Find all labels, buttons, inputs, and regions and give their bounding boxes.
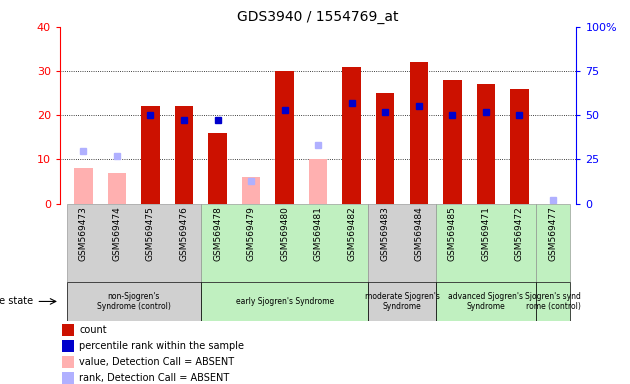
Bar xyxy=(175,106,193,204)
Text: GSM569483: GSM569483 xyxy=(381,206,390,261)
Text: early Sjogren's Syndrome: early Sjogren's Syndrome xyxy=(236,297,334,306)
Bar xyxy=(201,204,369,282)
Bar xyxy=(62,340,74,352)
Text: non-Sjogren's
Syndrome (control): non-Sjogren's Syndrome (control) xyxy=(97,292,171,311)
Bar xyxy=(108,173,126,204)
Text: value, Detection Call = ABSENT: value, Detection Call = ABSENT xyxy=(79,357,234,367)
Bar xyxy=(275,71,294,204)
Bar xyxy=(369,204,435,282)
Text: GSM569473: GSM569473 xyxy=(79,206,88,261)
Text: GSM569481: GSM569481 xyxy=(314,206,323,261)
Bar xyxy=(309,159,328,204)
Bar xyxy=(510,89,529,204)
Text: GSM569484: GSM569484 xyxy=(415,206,423,261)
Bar xyxy=(410,62,428,204)
Text: rank, Detection Call = ABSENT: rank, Detection Call = ABSENT xyxy=(79,373,230,383)
Text: count: count xyxy=(79,325,107,335)
Bar xyxy=(242,177,260,204)
Text: GSM569480: GSM569480 xyxy=(280,206,289,261)
Bar xyxy=(343,67,361,204)
Text: GSM569471: GSM569471 xyxy=(481,206,490,261)
Title: GDS3940 / 1554769_at: GDS3940 / 1554769_at xyxy=(238,10,399,25)
Text: percentile rank within the sample: percentile rank within the sample xyxy=(79,341,244,351)
Bar xyxy=(443,80,462,204)
Text: GSM569478: GSM569478 xyxy=(213,206,222,261)
Bar xyxy=(369,282,435,321)
Bar xyxy=(74,168,93,204)
Text: GSM569477: GSM569477 xyxy=(549,206,558,261)
Bar xyxy=(67,282,201,321)
Bar xyxy=(62,372,74,384)
Bar xyxy=(435,204,536,282)
Text: advanced Sjogren's
Syndrome: advanced Sjogren's Syndrome xyxy=(449,292,524,311)
Bar xyxy=(67,204,201,282)
Bar xyxy=(536,204,570,282)
Bar xyxy=(209,133,227,204)
Bar xyxy=(62,356,74,368)
Text: GSM569482: GSM569482 xyxy=(347,206,356,261)
Text: GSM569474: GSM569474 xyxy=(112,206,122,261)
Bar xyxy=(376,93,394,204)
Text: GSM569476: GSM569476 xyxy=(180,206,188,261)
Text: GSM569485: GSM569485 xyxy=(448,206,457,261)
Bar xyxy=(536,282,570,321)
Bar xyxy=(62,324,74,336)
Bar xyxy=(477,84,495,204)
Text: disease state: disease state xyxy=(0,296,33,306)
Text: GSM569479: GSM569479 xyxy=(246,206,256,261)
Text: Sjogren's synd
rome (control): Sjogren's synd rome (control) xyxy=(525,292,581,311)
Bar xyxy=(201,282,369,321)
Text: GSM569475: GSM569475 xyxy=(146,206,155,261)
Text: moderate Sjogren's
Syndrome: moderate Sjogren's Syndrome xyxy=(365,292,440,311)
Bar xyxy=(141,106,159,204)
Text: GSM569472: GSM569472 xyxy=(515,206,524,261)
Bar xyxy=(435,282,536,321)
